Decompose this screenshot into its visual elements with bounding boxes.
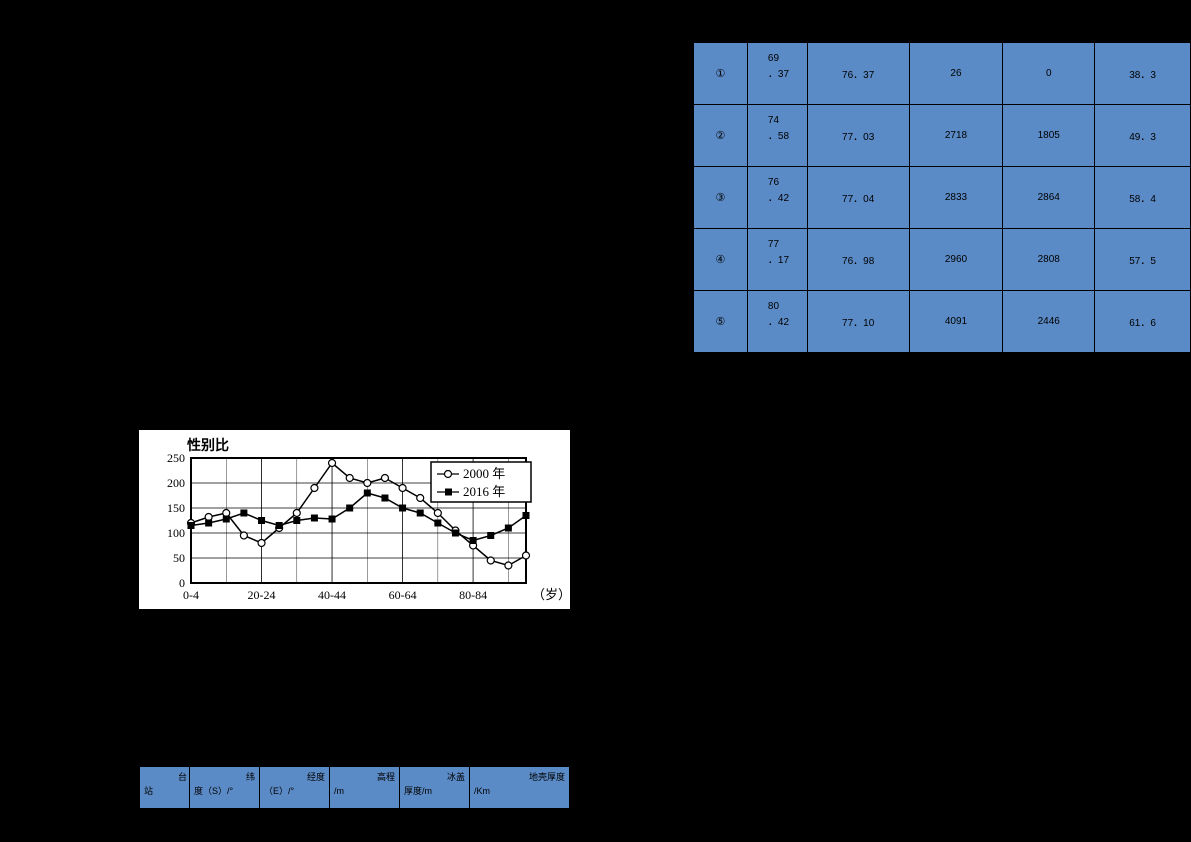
- station-header-table: 台站纬度（S）/°经度（E）/°高程/m冰盖厚度/m地壳厚度/Km: [139, 766, 570, 809]
- ice-cell: 1805: [1003, 105, 1095, 167]
- station-marker: ④: [694, 229, 748, 291]
- svg-text:150: 150: [167, 501, 185, 515]
- crust-cell: 58．4: [1095, 167, 1191, 229]
- station-header-row: 台站纬度（S）/°经度（E）/°高程/m冰盖厚度/m地壳厚度/Km: [140, 767, 570, 809]
- svg-text:40-44: 40-44: [318, 588, 346, 602]
- station-marker: ①: [694, 43, 748, 105]
- crust-cell: 49．3: [1095, 105, 1191, 167]
- station-row: ④77．1776．982960280857．5: [694, 229, 1191, 291]
- hdr-cell: 经度（E）/°: [260, 767, 330, 809]
- station-marker: ⑤: [694, 291, 748, 353]
- svg-text:0-4: 0-4: [183, 588, 199, 602]
- lat-cell: 74．58: [747, 105, 807, 167]
- lon-cell: 76．98: [807, 229, 909, 291]
- station-marker: ②: [694, 105, 748, 167]
- lon-cell: 77．03: [807, 105, 909, 167]
- station-row: ①69．3776．3726038．3: [694, 43, 1191, 105]
- station-row: ⑤80．4277．104091244661．6: [694, 291, 1191, 353]
- hdr-cell: 台站: [140, 767, 190, 809]
- svg-text:2016 年: 2016 年: [463, 484, 505, 499]
- svg-text:60-64: 60-64: [389, 588, 417, 602]
- svg-text:50: 50: [173, 551, 185, 565]
- ice-cell: 0: [1003, 43, 1095, 105]
- elev-cell: 26: [909, 43, 1003, 105]
- lon-cell: 77．10: [807, 291, 909, 353]
- svg-text:80-84: 80-84: [459, 588, 487, 602]
- ice-cell: 2864: [1003, 167, 1095, 229]
- lon-cell: 76．37: [807, 43, 909, 105]
- station-row: ②74．5877．032718180549．3: [694, 105, 1191, 167]
- crust-cell: 57．5: [1095, 229, 1191, 291]
- svg-text:100: 100: [167, 526, 185, 540]
- lat-cell: 76．42: [747, 167, 807, 229]
- hdr-cell: 高程/m: [330, 767, 400, 809]
- lat-cell: 69．37: [747, 43, 807, 105]
- hdr-cell: 地壳厚度/Km: [470, 767, 570, 809]
- station-data-table: ①69．3776．3726038．3②74．5877．032718180549．…: [693, 42, 1191, 353]
- elev-cell: 2960: [909, 229, 1003, 291]
- lat-cell: 77．17: [747, 229, 807, 291]
- svg-text:（岁）: （岁）: [532, 587, 570, 602]
- svg-text:2000 年: 2000 年: [463, 466, 505, 481]
- hdr-cell: 纬度（S）/°: [190, 767, 260, 809]
- svg-text:250: 250: [167, 451, 185, 465]
- station-marker: ③: [694, 167, 748, 229]
- hdr-cell: 冰盖厚度/m: [400, 767, 470, 809]
- crust-cell: 61．6: [1095, 291, 1191, 353]
- svg-text:性别比: 性别比: [187, 437, 229, 454]
- ice-cell: 2446: [1003, 291, 1095, 353]
- crust-cell: 38．3: [1095, 43, 1191, 105]
- sex-ratio-chart-svg: 0501001502002500-420-2440-4460-6480-84性别…: [139, 430, 570, 609]
- sex-ratio-chart: 0501001502002500-420-2440-4460-6480-84性别…: [139, 430, 570, 609]
- lat-cell: 80．42: [747, 291, 807, 353]
- svg-text:20-24: 20-24: [248, 588, 276, 602]
- lon-cell: 77．04: [807, 167, 909, 229]
- elev-cell: 2833: [909, 167, 1003, 229]
- station-data-body: ①69．3776．3726038．3②74．5877．032718180549．…: [694, 43, 1191, 353]
- ice-cell: 2808: [1003, 229, 1095, 291]
- elev-cell: 2718: [909, 105, 1003, 167]
- station-row: ③76．4277．042833286458．4: [694, 167, 1191, 229]
- svg-text:200: 200: [167, 476, 185, 490]
- elev-cell: 4091: [909, 291, 1003, 353]
